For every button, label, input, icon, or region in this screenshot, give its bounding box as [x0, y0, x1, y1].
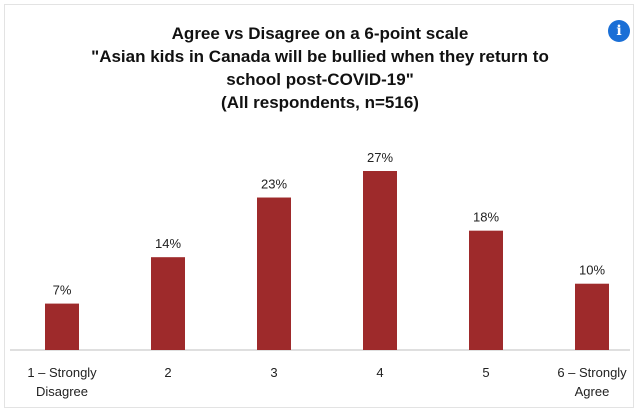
data-label: 23%: [261, 177, 287, 192]
data-label: 14%: [155, 236, 181, 251]
x-tick-label: Agree: [575, 384, 610, 399]
bar: [151, 257, 185, 350]
x-tick-label: 1 – Strongly: [27, 365, 97, 380]
bar: [257, 197, 291, 350]
data-label: 27%: [367, 150, 393, 165]
bar: [469, 230, 503, 350]
x-tick-label: 3: [270, 365, 277, 380]
x-tick-label: Disagree: [36, 384, 88, 399]
bar: [363, 171, 397, 350]
x-tick-label: 6 – Strongly: [557, 365, 627, 380]
chart-subtitle-line-3: (All respondents, n=516): [221, 93, 419, 112]
x-tick-label: 4: [376, 365, 383, 380]
bar: [575, 283, 609, 350]
chart-title-block: Agree vs Disagree on a 6-point scale "As…: [0, 22, 640, 114]
chart-subtitle-line-1: "Asian kids in Canada will be bullied wh…: [91, 47, 549, 66]
data-label: 18%: [473, 210, 499, 225]
x-tick-label: 5: [482, 365, 489, 380]
x-tick-label: 2: [164, 365, 171, 380]
data-label: 10%: [579, 263, 605, 278]
chart-frame: [4, 4, 634, 408]
bar: [45, 303, 79, 350]
info-icon[interactable]: i: [608, 20, 630, 42]
data-label: 7%: [53, 283, 72, 298]
chart-title: Agree vs Disagree on a 6-point scale: [171, 24, 469, 43]
chart-subtitle-line-2: school post-COVID-19": [226, 70, 414, 89]
